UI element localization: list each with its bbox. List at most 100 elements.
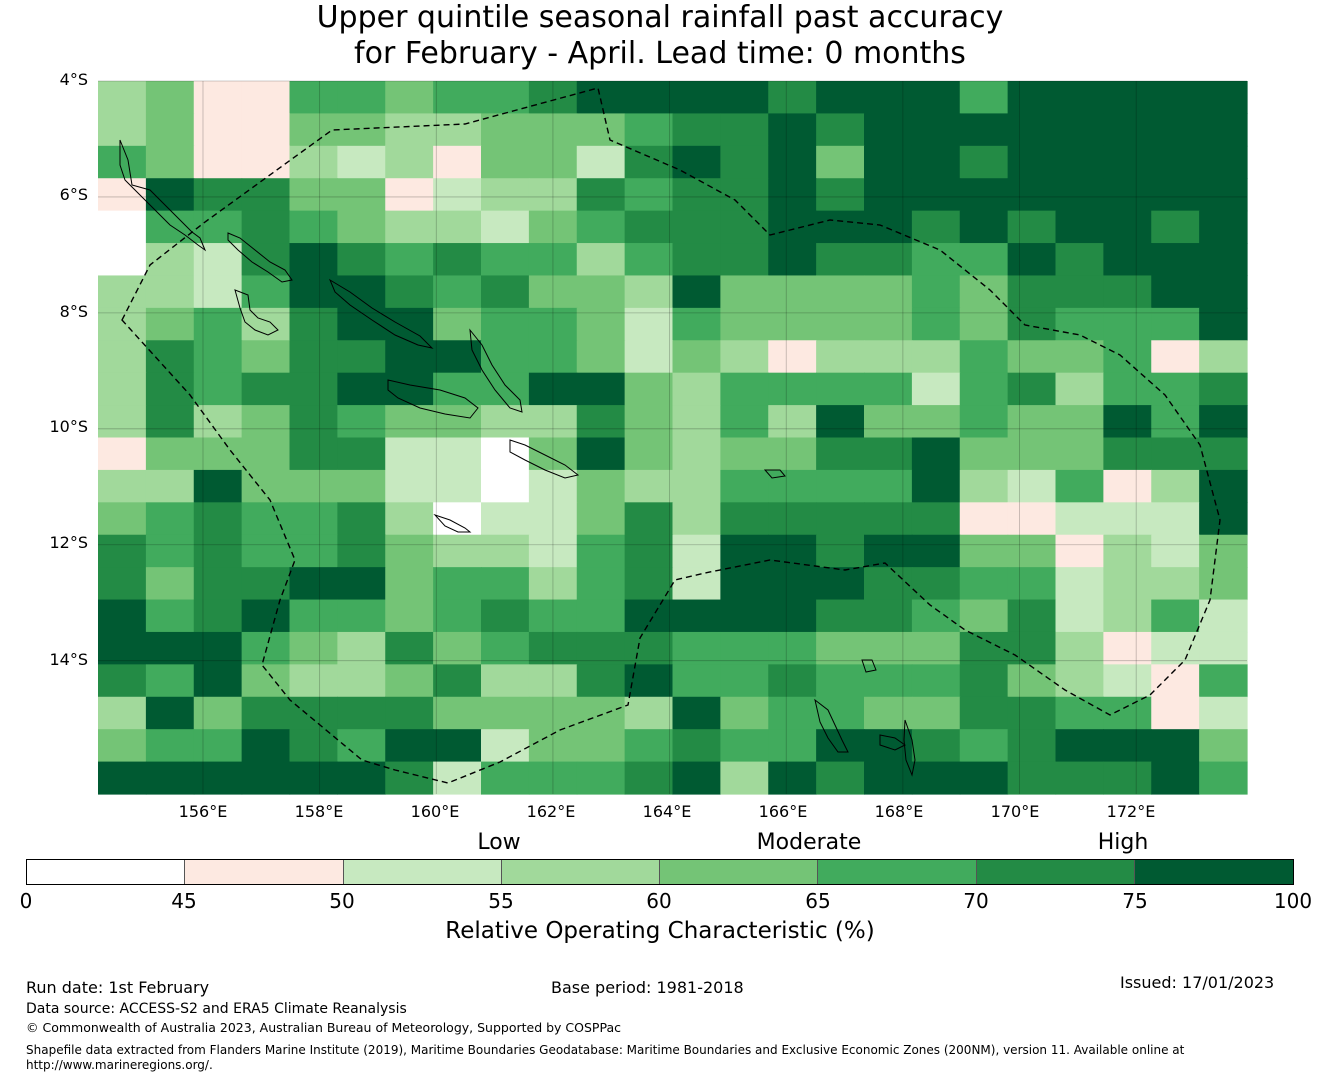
grid-cell	[1103, 631, 1152, 665]
grid-cell	[145, 729, 195, 763]
grid-cell	[528, 340, 578, 374]
grid-cell	[624, 145, 674, 179]
colorbar-segment	[1134, 860, 1293, 884]
grid-cell	[481, 534, 530, 568]
grid-cell	[337, 275, 386, 309]
grid-cell	[576, 631, 626, 665]
rainfall-accuracy-grid	[98, 81, 1248, 795]
grid-cell	[959, 534, 1009, 568]
grid-cell	[864, 664, 913, 698]
grid-cell	[768, 631, 817, 665]
grid-cell	[911, 502, 961, 536]
grid-cell	[768, 534, 817, 568]
grid-cell	[864, 307, 913, 341]
grid-cell	[98, 405, 147, 439]
grid-cell	[433, 761, 482, 795]
grid-cell	[816, 696, 865, 730]
grid-cell	[1151, 340, 1200, 374]
grid-cell	[433, 307, 482, 341]
grid-cell	[98, 567, 147, 601]
coastline-new-georgia	[234, 289, 279, 336]
grid-cell	[1103, 178, 1152, 212]
grid-cell	[241, 178, 291, 212]
grid-cell	[1103, 372, 1152, 406]
grid-cell	[1055, 340, 1104, 374]
grid-cell	[1199, 599, 1248, 633]
grid-cell	[193, 534, 243, 568]
grid-cell	[1151, 664, 1200, 698]
grid-cell	[911, 534, 961, 568]
grid-cell	[1199, 469, 1248, 503]
grid-cell	[911, 113, 961, 147]
grid-cell	[959, 243, 1009, 277]
grid-cell	[1055, 113, 1104, 147]
coastline-guadalcanal	[387, 379, 479, 419]
grid-cell	[289, 178, 338, 212]
lon-label-164e: 164°E	[642, 802, 692, 821]
grid-cell	[385, 307, 434, 341]
grid-cell	[1007, 631, 1057, 665]
coastline-santa-isabel	[328, 278, 434, 349]
grid-cell	[959, 210, 1009, 244]
grid-cell	[481, 210, 530, 244]
grid-cell	[193, 664, 243, 698]
grid-cell	[864, 210, 913, 244]
grid-cell	[1055, 145, 1104, 179]
grid-cell	[98, 372, 147, 406]
grid-cell	[289, 534, 338, 568]
grid-cell	[193, 340, 243, 374]
grid-cell	[241, 469, 291, 503]
grid-cell	[720, 340, 769, 374]
grid-cell	[98, 307, 147, 341]
grid-cell	[1055, 631, 1104, 665]
grid-cell	[624, 469, 674, 503]
coastline-malakula	[879, 734, 906, 751]
grid-cell	[528, 729, 578, 763]
lon-label-172e: 172°E	[1106, 802, 1156, 821]
grid-cell	[720, 81, 769, 115]
grid-cell	[624, 534, 674, 568]
colorbar-tick-65: 65	[805, 889, 831, 913]
grid-cell	[911, 664, 961, 698]
grid-cell	[1151, 696, 1200, 730]
category-low: Low	[477, 830, 521, 855]
grid-cell	[193, 696, 243, 730]
grid-cell	[98, 437, 147, 471]
grid-cell	[816, 469, 865, 503]
grid-cell	[816, 178, 865, 212]
grid-cell	[816, 761, 865, 795]
colorbar-label: Relative Operating Characteristic (%)	[445, 918, 875, 944]
colorbar-tick-75: 75	[1122, 889, 1148, 913]
grid-cell	[528, 599, 578, 633]
grid-cell	[1103, 534, 1152, 568]
grid-cell	[864, 631, 913, 665]
lon-label-168e: 168°E	[874, 802, 924, 821]
grid-cell	[576, 502, 626, 536]
grid-cell	[1007, 599, 1057, 633]
grid-cell	[816, 145, 865, 179]
colorbar-tick-60: 60	[646, 889, 672, 913]
grid-cell	[481, 502, 530, 536]
grid-cell	[720, 469, 769, 503]
grid-cell	[1007, 340, 1057, 374]
run-date: Run date: 1st February	[26, 978, 210, 997]
grid-cell	[1151, 275, 1200, 309]
grid-cell	[672, 178, 721, 212]
grid-cell	[385, 340, 434, 374]
grid-cell	[337, 761, 386, 795]
grid-cell	[959, 405, 1009, 439]
category-moderate: Moderate	[756, 830, 862, 855]
grid-cell	[1199, 145, 1248, 179]
grid-cell	[1007, 275, 1057, 309]
grid-cell	[241, 534, 291, 568]
grid-cell	[624, 437, 674, 471]
grid-cell	[289, 696, 338, 730]
grid-cell	[241, 599, 291, 633]
grid-cell	[720, 113, 769, 147]
colorbar	[26, 859, 1294, 885]
grid-cell	[528, 469, 578, 503]
grid-cell	[193, 275, 243, 309]
copyright: © Commonwealth of Australia 2023, Austra…	[26, 1020, 621, 1035]
grid-cell	[145, 372, 195, 406]
colorbar-segment	[27, 860, 186, 884]
